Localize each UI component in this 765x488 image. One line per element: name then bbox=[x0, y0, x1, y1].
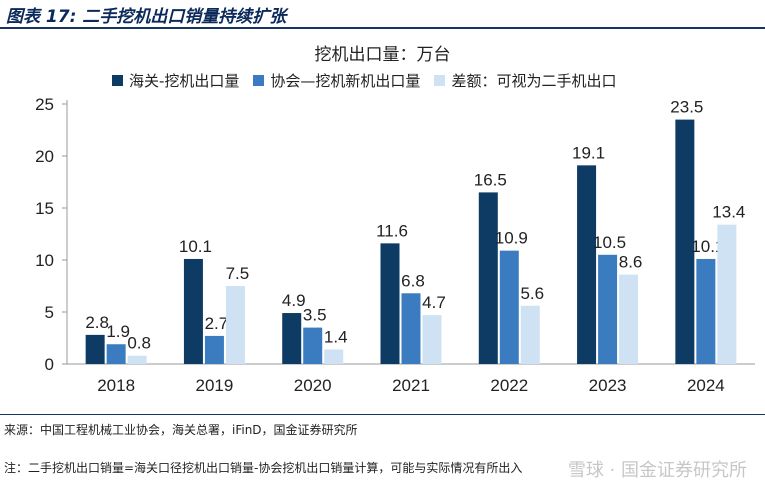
data-label: 23.5 bbox=[670, 98, 703, 117]
y-tick-label: 20 bbox=[35, 147, 54, 166]
bar-3 bbox=[324, 349, 344, 364]
bar-2 bbox=[106, 344, 126, 364]
legend-item-customs: 海关-挖机出口量 bbox=[112, 70, 239, 91]
bar-3 bbox=[225, 286, 245, 364]
bar-2 bbox=[303, 327, 323, 364]
x-tick-label: 2020 bbox=[294, 376, 332, 395]
figure-title: 图表 17: 二手挖机出口销量持续扩张 bbox=[6, 7, 287, 27]
x-tick-label: 2018 bbox=[97, 376, 135, 395]
bar-1 bbox=[85, 334, 105, 364]
legend-label-difference: 差额：可视为二手机出口 bbox=[451, 72, 617, 90]
data-label: 3.5 bbox=[303, 306, 327, 325]
chart-title: 挖机出口量：万台 bbox=[314, 45, 451, 65]
y-tick-label: 25 bbox=[35, 95, 54, 114]
y-tick-label: 0 bbox=[45, 355, 54, 374]
legend-label-association: 协会—挖机新机出口量 bbox=[270, 72, 421, 90]
x-tick-label: 2021 bbox=[392, 376, 430, 395]
x-tick-label: 2023 bbox=[589, 376, 627, 395]
source-rule bbox=[0, 414, 765, 415]
bar-2 bbox=[204, 335, 224, 364]
data-label: 2.7 bbox=[205, 314, 229, 333]
data-label: 10.1 bbox=[691, 237, 724, 256]
bar-3 bbox=[520, 305, 540, 364]
source-note: 来源：中国工程机械工业协会，海关总署，iFinD，国金证券研究所 bbox=[4, 423, 358, 437]
bar-1 bbox=[577, 165, 597, 364]
bar-3 bbox=[717, 224, 737, 364]
legend-item-difference: 差额：可视为二手机出口 bbox=[434, 70, 616, 91]
footnote: 注：二手挖机出口销量=海关口径挖机出口销量-协会挖机出口销量计算，可能与实际情况… bbox=[4, 461, 523, 475]
data-label: 19.1 bbox=[572, 143, 605, 162]
title-rule bbox=[0, 27, 765, 29]
chart-legend: 海关-挖机出口量 协会—挖机新机出口量 差额：可视为二手机出口 bbox=[112, 70, 616, 91]
x-tick-label: 2019 bbox=[196, 376, 234, 395]
data-label: 1.9 bbox=[106, 322, 130, 341]
data-label: 8.6 bbox=[619, 253, 643, 272]
y-tick-label: 5 bbox=[45, 303, 54, 322]
bar-2 bbox=[696, 258, 716, 364]
y-tick-label: 15 bbox=[35, 199, 54, 218]
bar-1 bbox=[675, 119, 695, 364]
bar-3 bbox=[619, 274, 639, 364]
data-label: 2.8 bbox=[85, 313, 109, 332]
bar-1 bbox=[478, 192, 498, 364]
x-tick-label: 2024 bbox=[687, 376, 725, 395]
watermark: 雪球 · 国金证券研究所 bbox=[567, 460, 747, 481]
data-label: 0.8 bbox=[127, 334, 151, 353]
data-label: 6.8 bbox=[401, 271, 425, 290]
bar-1 bbox=[380, 243, 400, 364]
data-label: 7.5 bbox=[226, 264, 250, 283]
legend-swatch-customs bbox=[112, 75, 123, 86]
bar-3 bbox=[422, 315, 442, 364]
y-tick-label: 10 bbox=[35, 251, 54, 270]
data-label: 10.1 bbox=[179, 237, 212, 256]
data-label: 4.7 bbox=[422, 293, 446, 312]
x-tick-label: 2022 bbox=[490, 376, 528, 395]
data-label: 5.6 bbox=[520, 284, 544, 303]
bar-chart: 0 5 10 15 20 25 2.81.90.8 2018 10.1 2.7 7.5 2019 4.9… bbox=[35, 95, 755, 395]
data-label: 13.4 bbox=[712, 203, 745, 222]
data-label: 4.9 bbox=[282, 291, 306, 310]
data-label: 1.4 bbox=[324, 327, 348, 346]
legend-item-association: 协会—挖机新机出口量 bbox=[253, 70, 420, 91]
bar-1 bbox=[183, 258, 203, 364]
data-label: 16.5 bbox=[474, 170, 507, 189]
data-label: 11.6 bbox=[376, 221, 408, 240]
bar-2 bbox=[499, 250, 519, 364]
bar-3 bbox=[127, 355, 147, 364]
data-label: 10.5 bbox=[593, 233, 626, 252]
data-label: 10.9 bbox=[495, 229, 528, 248]
legend-swatch-association bbox=[253, 75, 265, 86]
legend-swatch-difference bbox=[434, 75, 446, 86]
legend-label-customs: 海关-挖机出口量 bbox=[129, 72, 240, 90]
bar-1 bbox=[282, 313, 302, 364]
bar-2 bbox=[401, 293, 421, 364]
bar-2 bbox=[598, 254, 618, 364]
